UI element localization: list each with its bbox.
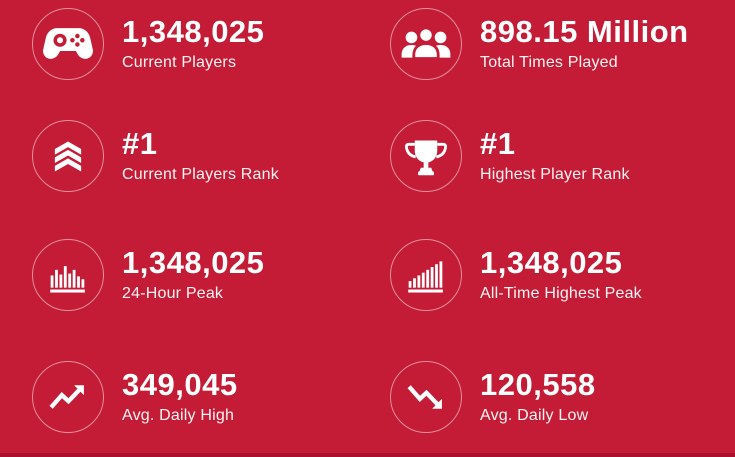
stat-value: #1 xyxy=(122,126,158,162)
stat-label: Avg. Daily High xyxy=(122,406,235,424)
stat-label: Avg. Daily Low xyxy=(480,406,589,424)
bar-chart-rising-icon xyxy=(390,239,462,311)
stat-card-total-times-played: 898.15 Million Total Times Played xyxy=(368,8,735,80)
stats-row-1: 1,348,025 Current Players 898.15 Million… xyxy=(0,8,735,80)
stat-value: 1,348,025 xyxy=(122,245,265,281)
stat-card-all-time-highest-peak: 1,348,025 All-Time Highest Peak xyxy=(368,239,735,311)
stats-row-4: 349,045 Avg. Daily High 120,558 Avg. Dai… xyxy=(0,361,735,433)
stat-text: 1,348,025 All-Time Highest Peak xyxy=(480,247,642,303)
stat-card-avg-daily-low: 120,558 Avg. Daily Low xyxy=(368,361,735,433)
stat-label: Total Times Played xyxy=(480,53,618,71)
stat-value: 898.15 Million xyxy=(480,14,689,50)
stat-card-24-hour-peak: 1,348,025 24-Hour Peak xyxy=(0,239,368,311)
gamepad-icon xyxy=(32,8,104,80)
stat-label: Current Players xyxy=(122,53,237,71)
stat-value: 120,558 xyxy=(480,367,596,403)
stat-label: 24-Hour Peak xyxy=(122,284,224,302)
trophy-icon xyxy=(390,120,462,192)
stat-label: All-Time Highest Peak xyxy=(480,284,642,302)
rank-chevrons-up-icon xyxy=(32,120,104,192)
stat-value: 349,045 xyxy=(122,367,238,403)
stat-text: #1 Current Players Rank xyxy=(122,128,279,184)
stat-card-avg-daily-high: 349,045 Avg. Daily High xyxy=(0,361,368,433)
stat-text: 1,348,025 Current Players xyxy=(122,16,264,72)
stat-text: 1,348,025 24-Hour Peak xyxy=(122,247,264,303)
stat-label: Current Players Rank xyxy=(122,165,279,183)
stat-value: 1,348,025 xyxy=(480,245,623,281)
stat-card-highest-player-rank: #1 Highest Player Rank xyxy=(368,120,735,192)
stat-card-current-players-rank: #1 Current Players Rank xyxy=(0,120,368,192)
stat-value: 1,348,025 xyxy=(122,14,265,50)
game-stats-panel: 1,348,025 Current Players 898.15 Million… xyxy=(0,8,735,457)
trend-up-arrow-icon xyxy=(32,361,104,433)
stat-label: Highest Player Rank xyxy=(480,165,630,183)
bar-chart-peak-icon xyxy=(32,239,104,311)
stat-text: 120,558 Avg. Daily Low xyxy=(480,369,596,425)
stat-text: 349,045 Avg. Daily High xyxy=(122,369,238,425)
users-group-icon xyxy=(390,8,462,80)
stat-value: #1 xyxy=(480,126,516,162)
bottom-accent-strip xyxy=(0,453,735,457)
trend-down-arrow-icon xyxy=(390,361,462,433)
stats-row-3: 1,348,025 24-Hour Peak 1,348, xyxy=(0,239,735,311)
stat-card-current-players: 1,348,025 Current Players xyxy=(0,8,368,80)
stat-text: #1 Highest Player Rank xyxy=(480,128,630,184)
stat-text: 898.15 Million Total Times Played xyxy=(480,16,689,72)
stats-row-2: #1 Current Players Rank #1 Highest Playe… xyxy=(0,120,735,192)
